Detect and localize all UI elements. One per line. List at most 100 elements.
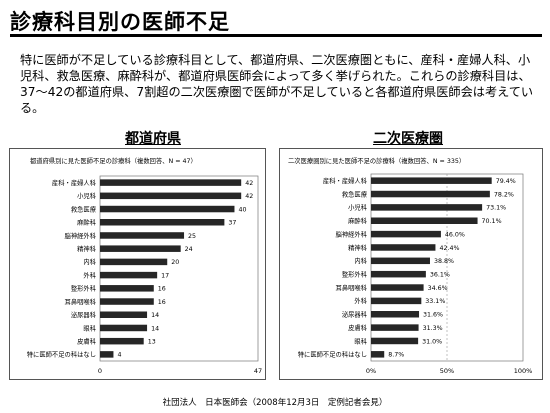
value-label: 33.1% — [425, 298, 445, 305]
bar — [371, 217, 478, 224]
value-label: 31.0% — [422, 338, 442, 345]
bar — [371, 190, 490, 198]
value-label: 42 — [245, 193, 253, 200]
bar — [371, 230, 441, 238]
category-label: 泌尿器科 — [71, 310, 97, 319]
category-label: 特に医師不足の科はなし — [27, 350, 96, 359]
category-label: 麻酔科 — [348, 216, 368, 225]
category-label: 麻酔科 — [77, 218, 97, 227]
bar — [100, 258, 168, 266]
bar — [100, 324, 148, 332]
category-label: 小児科 — [348, 203, 368, 212]
x-tick-label: 0% — [366, 367, 376, 375]
value-label: 31.6% — [423, 312, 443, 319]
bar — [371, 351, 385, 358]
chart-secondary-area: 二次医療圏別に見た医師不足の診療科（複数回答、N = 335） 産科・産婦人科 79… — [279, 148, 543, 380]
bar — [371, 270, 426, 278]
bar — [100, 219, 225, 226]
value-label: 38.8% — [434, 258, 454, 265]
category-label: 救急医療 — [342, 189, 368, 198]
value-label: 40 — [238, 206, 246, 213]
bar — [371, 284, 424, 291]
value-label: 13 — [148, 338, 156, 345]
value-label: 42.4% — [439, 245, 459, 252]
category-label: 泌尿器科 — [342, 310, 368, 319]
bar — [371, 177, 492, 184]
category-label: 整形外科 — [342, 269, 368, 278]
value-label: 4 — [117, 352, 121, 359]
category-label: 脳神経外科 — [65, 231, 97, 240]
bar — [371, 324, 419, 331]
x-tick-label: 47 — [254, 367, 262, 375]
bar — [371, 257, 430, 265]
bar — [100, 179, 242, 186]
chart-title: 都道府県別に見た医師不足の診療科（複数回答、N = 47） — [30, 156, 197, 165]
category-label: 耳鼻咽喉科 — [336, 283, 368, 292]
category-label: 耳鼻咽喉科 — [65, 297, 97, 306]
bar — [100, 351, 114, 358]
bar — [371, 204, 483, 211]
right-section-heading: 二次医療圏 — [373, 131, 443, 147]
value-label: 25 — [188, 233, 196, 240]
bar — [371, 244, 436, 251]
chart-prefecture-svg: 都道府県別に見た医師不足の診療科（複数回答、N = 47） 産科・産婦人科 42 小児… — [27, 156, 262, 375]
bar — [371, 337, 419, 345]
value-label: 8.7% — [388, 352, 404, 359]
plot-frame — [99, 175, 259, 362]
category-label: 内科 — [354, 256, 367, 265]
bar — [100, 337, 144, 345]
value-label: 36.1% — [430, 271, 450, 278]
bar — [100, 232, 185, 239]
value-label: 24 — [185, 246, 193, 253]
category-label: 眼科 — [83, 323, 96, 332]
value-label: 20 — [171, 259, 179, 266]
value-label: 16 — [158, 299, 166, 306]
category-label: 脳神経外科 — [336, 229, 368, 238]
value-label: 31.3% — [423, 325, 443, 332]
x-tick-label: 100% — [514, 367, 533, 375]
value-label: 73.1% — [486, 205, 506, 212]
chart-prefecture: 都道府県別に見た医師不足の診療科（複数回答、N = 47） 産科・産婦人科 42 小児… — [9, 148, 266, 380]
bar — [371, 297, 422, 305]
category-label: 産科・産婦人科 — [323, 176, 368, 185]
category-label: 産科・産婦人科 — [52, 178, 97, 187]
category-label: 精神科 — [348, 243, 368, 252]
value-label: 14 — [151, 312, 159, 319]
x-tick-label: 0 — [98, 367, 102, 375]
bar — [100, 271, 158, 279]
bar — [100, 205, 235, 213]
category-label: 整形外科 — [71, 284, 97, 293]
category-label: 外科 — [354, 296, 367, 305]
value-label: 42 — [245, 180, 253, 187]
chart-secondary-area-svg: 二次医療圏別に見た医師不足の診療科（複数回答、N = 335） 産科・産婦人科 79… — [288, 156, 533, 375]
category-label: 皮膚科 — [348, 323, 368, 332]
value-label: 46.0% — [445, 231, 465, 238]
category-label: 皮膚科 — [77, 336, 97, 345]
value-label: 70.1% — [482, 218, 502, 225]
bar — [100, 245, 181, 252]
value-label: 37 — [228, 220, 236, 227]
value-label: 14 — [151, 325, 159, 332]
slide-title: 診療科目別の医師不足 — [10, 10, 230, 34]
bar — [100, 298, 154, 305]
chart-title: 二次医療圏別に見た医師不足の診療科（複数回答、N = 335） — [288, 156, 465, 165]
value-label: 79.4% — [496, 178, 516, 185]
category-label: 救急医療 — [71, 204, 97, 213]
summary-paragraph: 特に医師が不足している診療科目として、都道府県、二次医療圏ともに、産科・産婦人科… — [20, 53, 534, 115]
x-tick-label: 50% — [440, 367, 454, 375]
category-label: 内科 — [83, 257, 96, 266]
value-label: 17 — [161, 272, 169, 279]
category-label: 外科 — [83, 270, 96, 279]
value-label: 16 — [158, 286, 166, 293]
footer-source: 社団法人 日本医師会（2008年12月3日 定例記者会見） — [162, 398, 388, 408]
value-label: 34.6% — [428, 285, 448, 292]
category-label: 精神科 — [77, 244, 97, 253]
category-label: 特に医師不足の科はなし — [298, 350, 367, 359]
category-label: 眼科 — [354, 336, 367, 345]
bar — [100, 192, 242, 200]
bar — [100, 285, 154, 292]
title-underline — [10, 34, 542, 37]
category-label: 小児科 — [77, 191, 97, 200]
left-section-heading: 都道府県 — [125, 131, 181, 147]
bar — [100, 311, 148, 318]
